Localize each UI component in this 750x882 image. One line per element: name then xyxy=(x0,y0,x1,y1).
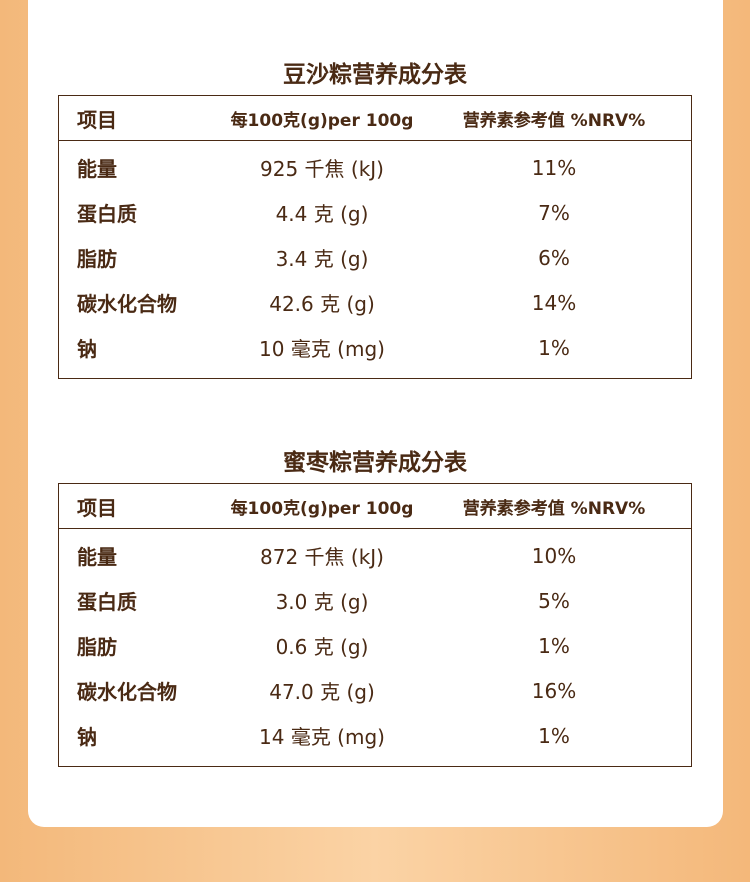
table: 项目 每100克(g)per 100g 营养素参考值 %NRV% 能量 872 千焦 (… xyxy=(58,483,692,767)
table-row: 脂肪 3.4 克 (g) 6% xyxy=(59,235,691,280)
cell: 4.4 克 (g) xyxy=(275,202,369,226)
table-row: 能量 872 千焦 (kJ) 10% xyxy=(59,533,691,578)
table-row: 蛋白质 4.4 克 (g) 7% xyxy=(59,190,691,235)
cell: 5% xyxy=(538,588,570,613)
table-row: 钠 10 毫克 (mg) 1% xyxy=(59,325,691,370)
cell: 0.6 克 (g) xyxy=(275,635,369,659)
cell: 10 毫克 (mg) xyxy=(259,337,385,361)
table-row: 能量 925 千焦 (kJ) 11% xyxy=(59,145,691,190)
table-block: 豆沙粽营养成分表项目 每100克(g)per 100g 营养素参考值 %NRV% 能量… xyxy=(58,55,692,379)
cell: 872 千焦 (kJ) xyxy=(260,545,384,569)
cell: 蛋白质 xyxy=(77,202,137,226)
cell: 3.4 克 (g) xyxy=(275,247,369,271)
header-cell: 营养素参考值 %NRV% xyxy=(462,110,646,131)
cell: 47.0 克 (g) xyxy=(269,680,375,704)
cell: 脂肪 xyxy=(77,635,117,659)
cell: 蛋白质 xyxy=(77,590,137,614)
table-row: 碳水化合物 47.0 克 (g) 16% xyxy=(59,668,691,713)
cell: 925 千焦 (kJ) xyxy=(260,157,384,181)
header-cell: 项目 xyxy=(77,107,117,132)
header-row: 项目 每100克(g)per 100g 营养素参考值 %NRV% xyxy=(59,96,691,141)
cell: 钠 xyxy=(77,725,97,749)
table-row: 钠 14 毫克 (mg) 1% xyxy=(59,713,691,758)
card: 豆沙粽营养成分表 项目 每100克(g)per 100g 营养素参考值 %NRV% 能量… xyxy=(28,0,723,827)
cell: 10% xyxy=(531,543,577,568)
table-row: 蛋白质 3.0 克 (g) 5% xyxy=(59,578,691,623)
table-body: 能量 872 千焦 (kJ) 10% 蛋白质 3.0 克 (g) 5% 脂肪 0.6 克 (g… xyxy=(59,529,691,766)
cell: 11% xyxy=(531,155,577,180)
cell: 7% xyxy=(538,200,570,225)
header-cell: 项目 xyxy=(77,495,117,520)
cell: 1% xyxy=(538,633,570,658)
cell: 脂肪 xyxy=(77,247,117,271)
table: 项目 每100克(g)per 100g 营养素参考值 %NRV% 能量 925 千焦 (… xyxy=(58,95,692,379)
table-body: 能量 925 千焦 (kJ) 11% 蛋白质 4.4 克 (g) 7% 脂肪 3.4 克 (g… xyxy=(59,141,691,378)
cell: 16% xyxy=(531,678,577,703)
cell: 6% xyxy=(538,245,570,270)
cell: 3.0 克 (g) xyxy=(275,590,369,614)
header-cell: 每100克(g)per 100g xyxy=(230,110,414,131)
table-title: 蜜枣粽营养成分表 xyxy=(283,450,467,476)
cell: 14% xyxy=(531,290,577,315)
cell: 能量 xyxy=(77,157,117,181)
cell: 碳水化合物 xyxy=(77,680,177,704)
table-row: 脂肪 0.6 克 (g) 1% xyxy=(59,623,691,668)
cell: 碳水化合物 xyxy=(77,292,177,316)
cell: 1% xyxy=(538,335,570,360)
cell: 14 毫克 (mg) xyxy=(259,725,385,749)
cell: 能量 xyxy=(77,545,117,569)
cell: 1% xyxy=(538,723,570,748)
header-cell: 每100克(g)per 100g xyxy=(230,498,414,519)
cell: 钠 xyxy=(77,337,97,361)
cell: 42.6 克 (g) xyxy=(269,292,375,316)
header-cell: 营养素参考值 %NRV% xyxy=(462,498,646,519)
header-row: 项目 每100克(g)per 100g 营养素参考值 %NRV% xyxy=(59,484,691,529)
table-title: 豆沙粽营养成分表 xyxy=(283,62,467,88)
table-row: 碳水化合物 42.6 克 (g) 14% xyxy=(59,280,691,325)
table-block: 蜜枣粽营养成分表项目 每100克(g)per 100g 营养素参考值 %NRV% 能量… xyxy=(58,443,692,767)
